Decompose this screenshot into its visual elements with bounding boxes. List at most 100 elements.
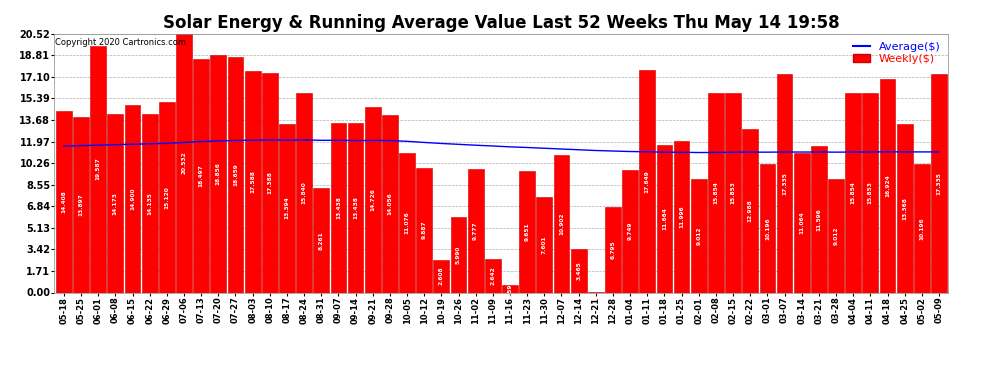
Bar: [914, 164, 930, 292]
Text: 11.664: 11.664: [662, 207, 667, 230]
Text: 14.726: 14.726: [370, 188, 375, 211]
Text: 9.651: 9.651: [525, 222, 530, 241]
Text: 13.438: 13.438: [336, 196, 341, 219]
Text: 14.900: 14.900: [130, 187, 135, 210]
Bar: [73, 117, 89, 292]
Text: 17.588: 17.588: [250, 170, 255, 193]
Bar: [245, 71, 260, 292]
Legend: Average($), Weekly($): Average($), Weekly($): [851, 39, 942, 66]
Bar: [691, 179, 707, 292]
Text: 19.587: 19.587: [96, 158, 101, 180]
Text: 3.465: 3.465: [576, 261, 581, 280]
Bar: [108, 114, 124, 292]
Bar: [434, 260, 449, 292]
Bar: [794, 153, 810, 292]
Bar: [777, 74, 792, 292]
Text: 0.591: 0.591: [508, 279, 513, 298]
Text: 17.335: 17.335: [782, 172, 787, 195]
Text: 5.990: 5.990: [456, 246, 461, 264]
Text: 2.608: 2.608: [439, 267, 444, 285]
Text: 10.902: 10.902: [559, 213, 564, 235]
Text: 15.853: 15.853: [868, 181, 873, 204]
Text: 17.335: 17.335: [937, 172, 941, 195]
Bar: [502, 285, 518, 292]
Bar: [262, 73, 277, 292]
Text: 12.988: 12.988: [747, 199, 752, 222]
Text: 9.012: 9.012: [696, 226, 701, 245]
Text: 18.497: 18.497: [199, 165, 204, 187]
Bar: [845, 93, 861, 292]
Bar: [571, 249, 586, 292]
Bar: [640, 70, 655, 292]
Bar: [365, 107, 380, 292]
Text: 9.777: 9.777: [473, 222, 478, 240]
Text: 20.532: 20.532: [181, 152, 186, 174]
Bar: [623, 170, 638, 292]
Bar: [862, 93, 878, 292]
Text: 11.064: 11.064: [799, 211, 804, 234]
Text: 11.996: 11.996: [679, 206, 684, 228]
Bar: [417, 168, 432, 292]
Bar: [879, 79, 895, 292]
Bar: [399, 153, 415, 292]
Text: 9.749: 9.749: [628, 222, 633, 240]
Title: Solar Energy & Running Average Value Last 52 Weeks Thu May 14 19:58: Solar Energy & Running Average Value Las…: [163, 14, 840, 32]
Text: 16.924: 16.924: [885, 174, 890, 197]
Bar: [829, 179, 843, 292]
Text: 11.596: 11.596: [817, 208, 822, 231]
Bar: [56, 111, 72, 292]
Bar: [279, 124, 295, 292]
Bar: [125, 105, 141, 292]
Text: 8.261: 8.261: [319, 231, 324, 250]
Bar: [759, 164, 775, 292]
Text: 13.368: 13.368: [902, 197, 907, 220]
Bar: [193, 59, 209, 292]
Text: 18.659: 18.659: [233, 164, 238, 186]
Bar: [485, 259, 501, 292]
Text: 14.135: 14.135: [148, 192, 152, 215]
Bar: [742, 129, 758, 292]
Text: 17.649: 17.649: [644, 170, 649, 193]
Text: Copyright 2020 Cartronics.com: Copyright 2020 Cartronics.com: [55, 38, 186, 46]
Text: 15.840: 15.840: [302, 181, 307, 204]
Bar: [520, 171, 535, 292]
Text: 13.438: 13.438: [353, 196, 358, 219]
Bar: [331, 123, 346, 292]
Bar: [605, 207, 621, 292]
Bar: [897, 124, 913, 292]
Bar: [176, 34, 192, 292]
Bar: [296, 93, 312, 292]
Text: 15.853: 15.853: [731, 181, 736, 204]
Text: 15.854: 15.854: [714, 181, 719, 204]
Bar: [90, 45, 106, 292]
Text: 7.601: 7.601: [542, 235, 546, 254]
Text: 17.388: 17.388: [267, 171, 272, 194]
Text: 13.394: 13.394: [284, 196, 289, 219]
Text: 15.854: 15.854: [850, 181, 855, 204]
Text: 10.196: 10.196: [920, 217, 925, 240]
Bar: [382, 115, 398, 292]
Text: 9.887: 9.887: [422, 221, 427, 240]
Bar: [228, 57, 244, 292]
Bar: [674, 141, 689, 292]
Bar: [553, 155, 569, 292]
Text: 10.196: 10.196: [765, 217, 770, 240]
Bar: [347, 123, 363, 292]
Text: 6.795: 6.795: [611, 240, 616, 259]
Bar: [142, 114, 157, 292]
Bar: [314, 188, 329, 292]
Text: 11.076: 11.076: [405, 211, 410, 234]
Bar: [656, 146, 672, 292]
Text: 18.856: 18.856: [216, 162, 221, 185]
Text: 13.897: 13.897: [78, 194, 83, 216]
Text: 9.012: 9.012: [834, 226, 839, 245]
Text: 14.408: 14.408: [61, 190, 66, 213]
Text: 15.120: 15.120: [164, 186, 169, 209]
Text: 14.173: 14.173: [113, 192, 118, 214]
Bar: [468, 169, 483, 292]
Bar: [726, 93, 741, 292]
Bar: [811, 146, 827, 292]
Bar: [211, 55, 226, 292]
Bar: [931, 74, 946, 292]
Text: 14.056: 14.056: [387, 192, 392, 215]
